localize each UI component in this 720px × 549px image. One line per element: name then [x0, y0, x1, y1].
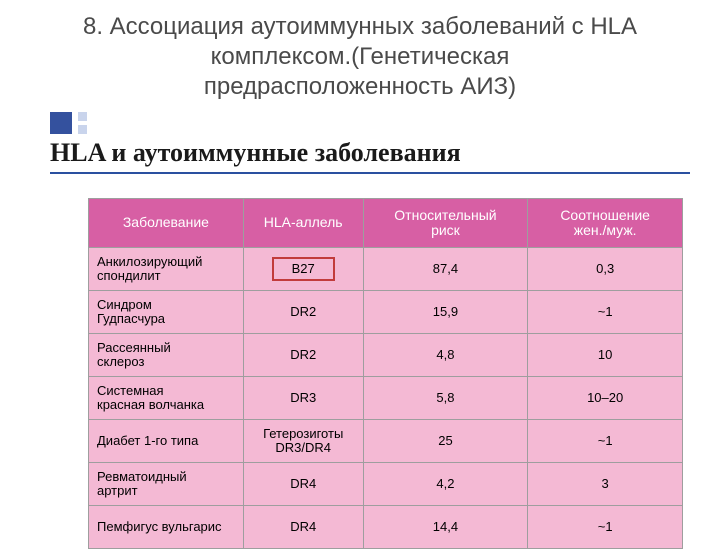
table-header-cell: Заболевание — [89, 199, 244, 248]
disease-cell: Диабет 1-го типа — [89, 420, 244, 463]
allele-cell: DR3 — [243, 377, 363, 420]
disease-cell: Ревматоидныйартрит — [89, 463, 244, 506]
risk-cell: 14,4 — [363, 506, 528, 549]
allele-cell: DR2 — [243, 291, 363, 334]
table-wrap: ЗаболеваниеHLA-аллельОтносительныйрискСо… — [30, 180, 690, 549]
slide-title: 8. Ассоциация аутоиммунных заболеваний с… — [30, 12, 690, 102]
table-header-cell: HLA-аллель — [243, 199, 363, 248]
table-row: РевматоидныйартритDR44,23 — [89, 463, 683, 506]
table-row: СиндромГудпасчураDR215,9~1 — [89, 291, 683, 334]
table-header-cell: Относительныйриск — [363, 199, 528, 248]
table-subheading: HLA и аутоиммунные заболевания — [50, 138, 690, 174]
disease-cell: СиндромГудпасчура — [89, 291, 244, 334]
risk-cell: 4,8 — [363, 334, 528, 377]
decor-big-square — [50, 112, 72, 134]
title-line: комплексом.(Генетическая — [211, 43, 510, 70]
subheading-wrap: HLA и аутоиммунные заболевания — [30, 138, 690, 180]
disease-cell: Анкилозирующийспондилит — [89, 248, 244, 291]
table-row: Анкилозирующийспондилит B27 87,40,3 — [89, 248, 683, 291]
allele-cell: ГетерозиготыDR3/DR4 — [243, 420, 363, 463]
title-line: 8. Ассоциация аутоиммунных заболеваний с… — [83, 13, 637, 40]
title-line: предрасположенность АИЗ) — [204, 73, 516, 100]
ratio-cell: ~1 — [528, 291, 683, 334]
risk-cell: 15,9 — [363, 291, 528, 334]
risk-cell: 87,4 — [363, 248, 528, 291]
table-row: Диабет 1-го типаГетерозиготыDR3/DR425~1 — [89, 420, 683, 463]
table-row: Пемфигус вульгарисDR414,4~1 — [89, 506, 683, 549]
hla-table: ЗаболеваниеHLA-аллельОтносительныйрискСо… — [88, 198, 683, 549]
table-header-row: ЗаболеваниеHLA-аллельОтносительныйрискСо… — [89, 199, 683, 248]
ratio-cell: 10–20 — [528, 377, 683, 420]
decor-small-square — [78, 125, 87, 134]
ratio-cell: 0,3 — [528, 248, 683, 291]
decor-small-col — [78, 112, 87, 134]
allele-highlight: B27 — [272, 257, 335, 281]
risk-cell: 25 — [363, 420, 528, 463]
table-head: ЗаболеваниеHLA-аллельОтносительныйрискСо… — [89, 199, 683, 248]
ratio-cell: 3 — [528, 463, 683, 506]
allele-cell: B27 — [243, 248, 363, 291]
ratio-cell: ~1 — [528, 506, 683, 549]
risk-cell: 5,8 — [363, 377, 528, 420]
table-body: АнкилозирующийспондилитB2787,40,3Синдром… — [89, 248, 683, 549]
ratio-cell: 10 — [528, 334, 683, 377]
decor-small-square — [78, 112, 87, 121]
table-header-cell: Соотношениежен./муж. — [528, 199, 683, 248]
disease-cell: Пемфигус вульгарис — [89, 506, 244, 549]
allele-cell: DR4 — [243, 506, 363, 549]
slide: 8. Ассоциация аутоиммунных заболеваний с… — [0, 0, 720, 540]
allele-cell: DR4 — [243, 463, 363, 506]
allele-cell: DR2 — [243, 334, 363, 377]
table-row: Системнаякрасная волчанкаDR35,810–20 — [89, 377, 683, 420]
risk-cell: 4,2 — [363, 463, 528, 506]
ratio-cell: ~1 — [528, 420, 683, 463]
disease-cell: Системнаякрасная волчанка — [89, 377, 244, 420]
disease-cell: Рассеянныйсклероз — [89, 334, 244, 377]
decor-squares — [50, 112, 690, 134]
table-row: РассеянныйсклерозDR24,810 — [89, 334, 683, 377]
